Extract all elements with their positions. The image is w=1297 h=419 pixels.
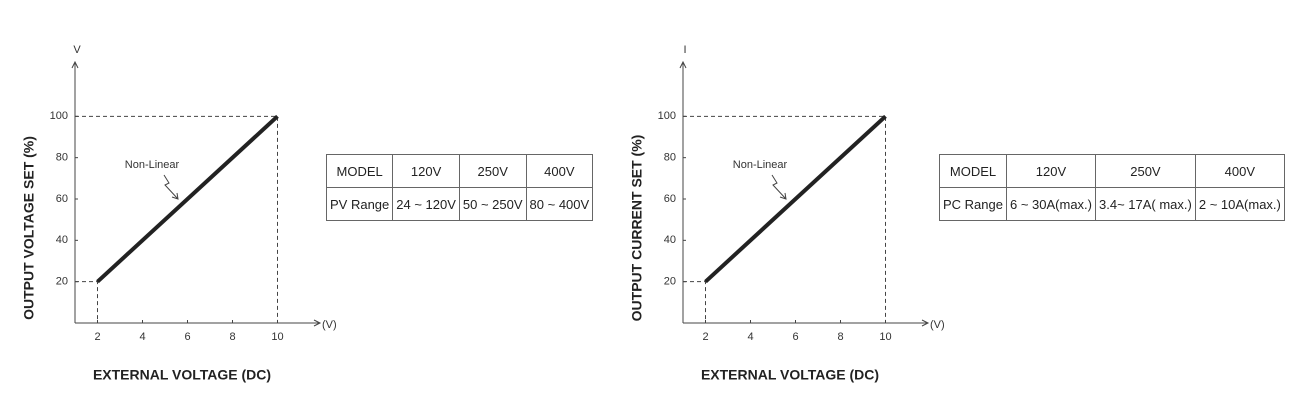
y-axis-symbol: V bbox=[73, 44, 81, 56]
annotation-arrow bbox=[771, 174, 787, 200]
guide-line bbox=[683, 115, 886, 323]
y-tick-label: 100 bbox=[50, 110, 68, 122]
data-line bbox=[704, 114, 887, 284]
data-line bbox=[96, 114, 279, 284]
x-tick-label: 10 bbox=[271, 331, 283, 343]
guide-line bbox=[75, 115, 278, 323]
y-tick-label: 80 bbox=[664, 152, 676, 164]
y-axis-symbol: I bbox=[683, 44, 686, 56]
x-axis-unit: (V) bbox=[930, 319, 945, 331]
table-cell: 6 ~ 30A(max.) bbox=[1005, 187, 1097, 221]
y-tick-label: 100 bbox=[658, 110, 676, 122]
y-axis-label: OUTPUT CURRENT SET (%) bbox=[629, 135, 645, 322]
y-tick-label: 60 bbox=[664, 193, 676, 205]
table-cell: 3.4~ 17A( max.) bbox=[1095, 187, 1196, 221]
table-cell: 400V bbox=[1194, 154, 1285, 188]
x-axis bbox=[683, 319, 930, 327]
table-row: MODEL 120V 250V 400V bbox=[325, 154, 594, 188]
table-cell: PC Range bbox=[939, 187, 1007, 221]
y-axis bbox=[71, 60, 79, 323]
table-cell: MODEL bbox=[939, 154, 1007, 188]
x-tick-label: 4 bbox=[747, 331, 753, 343]
x-axis-label: EXTERNAL VOLTAGE (DC) bbox=[93, 367, 271, 383]
x-axis bbox=[75, 319, 322, 327]
table-row: MODEL 120V 250V 400V bbox=[939, 154, 1285, 188]
y-tick-label: 40 bbox=[56, 234, 68, 246]
x-tick-label: 8 bbox=[837, 331, 843, 343]
y-axis-label: OUTPUT VOLTAGE SET (%) bbox=[21, 136, 37, 320]
table-row: PC Range 6 ~ 30A(max.) 3.4~ 17A( max.) 2 ~ … bbox=[939, 187, 1285, 221]
x-tick-label: 10 bbox=[879, 331, 891, 343]
guide-line bbox=[75, 281, 98, 323]
table-cell: 50 ~ 250V bbox=[458, 187, 527, 221]
x-tick-label: 2 bbox=[94, 331, 100, 343]
y-tick-label: 20 bbox=[56, 276, 68, 288]
y-axis bbox=[679, 60, 687, 323]
annotation: Non-Linear bbox=[125, 159, 180, 171]
x-tick-label: 2 bbox=[702, 331, 708, 343]
table-cell: 120V bbox=[1005, 154, 1097, 188]
x-axis-label: EXTERNAL VOLTAGE (DC) bbox=[701, 367, 879, 383]
y-tick-label: 20 bbox=[664, 276, 676, 288]
table-cell: 80 ~ 400V bbox=[525, 187, 594, 221]
table-cell: 120V bbox=[392, 154, 460, 188]
guide-line bbox=[683, 281, 706, 323]
y-tick-label: 40 bbox=[664, 234, 676, 246]
table-cell: 2 ~ 10A(max.) bbox=[1194, 187, 1285, 221]
y-tick-label: 80 bbox=[56, 152, 68, 164]
x-tick-label: 8 bbox=[229, 331, 235, 343]
table-cell: 400V bbox=[525, 154, 594, 188]
table-row: PV Range 24 ~ 120V 50 ~ 250V 80 ~ 400V bbox=[325, 187, 594, 221]
table-cell: 250V bbox=[458, 154, 527, 188]
table-cell: PV Range bbox=[325, 187, 394, 221]
y-tick-label: 60 bbox=[56, 193, 68, 205]
table-cell: 24 ~ 120V bbox=[392, 187, 460, 221]
annotation: Non-Linear bbox=[733, 159, 788, 171]
x-tick-label: 6 bbox=[184, 331, 190, 343]
model-table: MODEL 120V 250V 400V PC Range 6 ~ 30A(max.) 3.… bbox=[939, 154, 1285, 221]
x-tick-label: 6 bbox=[792, 331, 798, 343]
model-table: MODEL 120V 250V 400V PV Range 24 ~ 120V 50 ~ 2… bbox=[325, 154, 594, 221]
x-axis-unit: (V) bbox=[322, 319, 337, 331]
annotation-arrow bbox=[163, 174, 179, 200]
table-cell: 250V bbox=[1095, 154, 1196, 188]
x-tick-label: 4 bbox=[139, 331, 145, 343]
table-cell: MODEL bbox=[325, 154, 394, 188]
